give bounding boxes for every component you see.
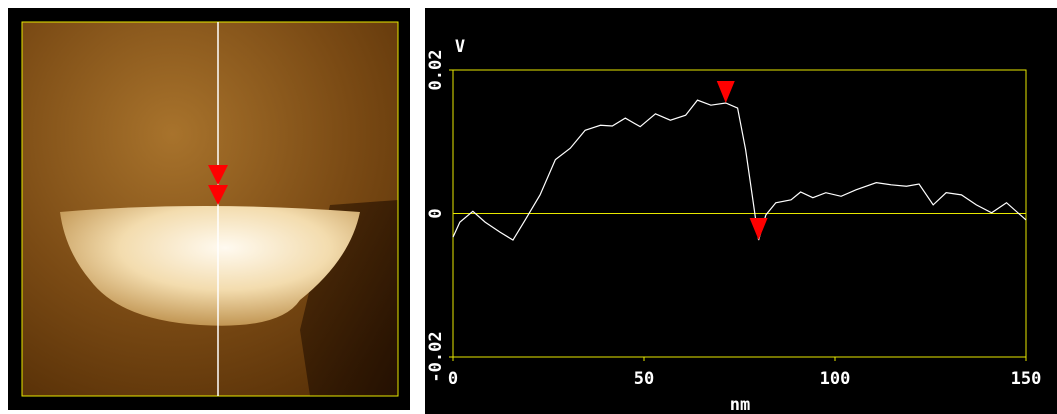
y-tick-label: 0 — [426, 208, 446, 218]
x-tick-label: 150 — [1011, 369, 1042, 389]
y-tick-label: 0.02 — [426, 50, 446, 91]
x-axis-label: nm — [730, 395, 750, 414]
x-tick-label: 0 — [448, 369, 458, 389]
chart-panel — [425, 8, 1057, 414]
y-tick-label: -0.02 — [426, 331, 446, 382]
page: V nm -0.0200.02050100150 (() => { const … — [0, 0, 1057, 414]
x-tick-label: 100 — [820, 369, 851, 389]
y-axis-label: V — [455, 37, 465, 57]
screenshot: V nm -0.0200.02050100150 — [0, 0, 1057, 414]
x-tick-label: 50 — [634, 369, 654, 389]
